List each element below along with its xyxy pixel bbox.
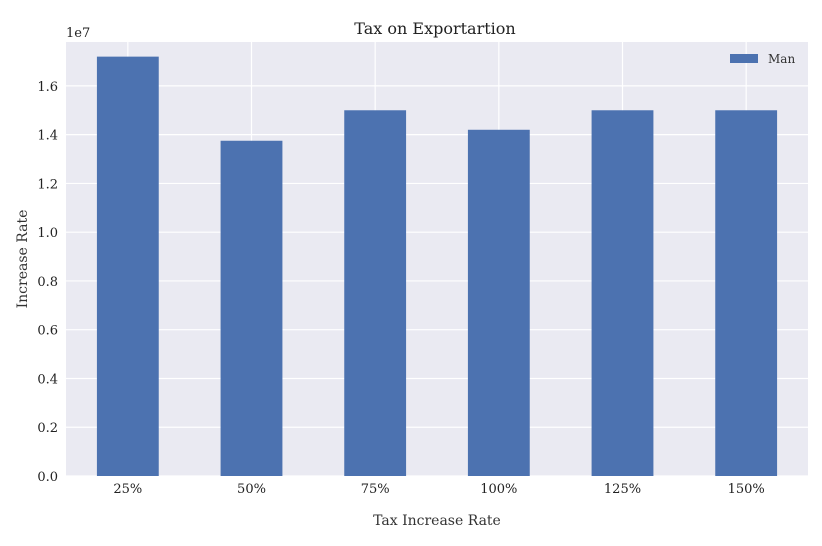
bar-50pct bbox=[220, 140, 283, 476]
y-tick-label: 0.2 bbox=[37, 421, 58, 436]
bar-125pct bbox=[591, 110, 654, 477]
x-tick-label: 125% bbox=[604, 482, 641, 497]
chart-title: Tax on Exportartion bbox=[354, 19, 515, 38]
y-tick-label: 0.8 bbox=[37, 275, 58, 290]
bars bbox=[96, 56, 778, 477]
legend-swatch-man bbox=[730, 54, 758, 63]
x-tick-label: 50% bbox=[237, 482, 266, 497]
bar-25pct bbox=[96, 56, 159, 477]
bar-150pct bbox=[715, 110, 778, 477]
y-tick-labels: 0.0 0.2 0.4 0.6 0.8 1.0 1.2 1.4 1.6 bbox=[37, 80, 58, 485]
y-tick-label: 1.2 bbox=[37, 177, 58, 192]
x-tick-label: 75% bbox=[361, 482, 390, 497]
y-axis-label: Increase Rate bbox=[15, 210, 31, 309]
y-tick-label: 1.6 bbox=[37, 80, 58, 95]
y-offset-label: 1e7 bbox=[66, 26, 90, 41]
legend-label-man: Man bbox=[768, 52, 795, 66]
y-tick-label: 0.4 bbox=[37, 372, 58, 387]
x-tick-labels: 25% 50% 75% 100% 125% 150% bbox=[113, 482, 764, 497]
y-tick-label: 0.0 bbox=[37, 470, 58, 485]
x-axis-label: Tax Increase Rate bbox=[373, 513, 501, 529]
bar-75pct bbox=[344, 110, 407, 477]
x-tick-label: 100% bbox=[480, 482, 517, 497]
plot-area bbox=[66, 42, 808, 476]
x-tick-label: 25% bbox=[113, 482, 142, 497]
x-tick-label: 150% bbox=[728, 482, 765, 497]
y-tick-label: 1.0 bbox=[37, 226, 58, 241]
legend: Man bbox=[730, 52, 795, 66]
y-tick-label: 1.4 bbox=[37, 129, 58, 144]
bar-100pct bbox=[467, 129, 530, 477]
y-tick-label: 0.6 bbox=[37, 324, 58, 339]
